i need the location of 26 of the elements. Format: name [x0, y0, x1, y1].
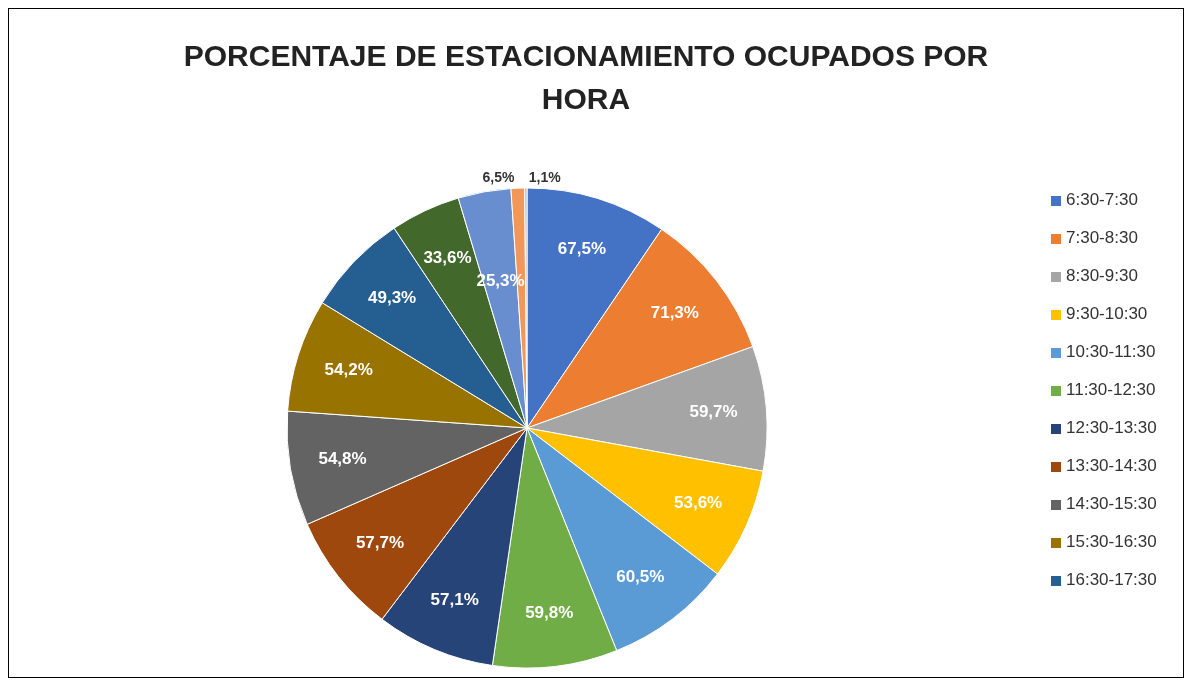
legend-label: 13:30-14:30 [1066, 456, 1157, 476]
legend-label: 9:30-10:30 [1066, 304, 1148, 324]
data-label: 1,1% [528, 168, 562, 185]
legend-label: 12:30-13:30 [1066, 418, 1157, 438]
data-label: 59,7% [689, 402, 738, 422]
data-label: 33,6% [423, 248, 472, 267]
legend-label: 6:30-7:30 [1066, 190, 1138, 210]
data-label: 57,1% [430, 590, 479, 610]
data-label: 54,8% [318, 449, 367, 469]
legend-label: 11:30-12:30 [1066, 380, 1156, 400]
data-label: 49,3% [368, 287, 417, 307]
legend-label: 15:30-16:30 [1066, 532, 1157, 552]
chart-title: PORCENTAJE DE ESTACIONAMIENTO OCUPADOS POR HORA [183, 39, 989, 115]
data-label: 54,2% [324, 360, 373, 380]
data-label: 57,7% [355, 533, 405, 553]
data-label: 6,5% [482, 168, 515, 185]
legend-label: 7:30-8:30 [1066, 228, 1138, 248]
legend-label: 8:30-9:30 [1066, 266, 1138, 286]
legend-label: 14:30-15:30 [1066, 494, 1157, 514]
data-label: 59,8% [525, 603, 574, 623]
data-label: 71,3% [650, 302, 699, 322]
data-label: 60,5% [616, 566, 665, 586]
legend-label: 16:30-17:30 [1066, 570, 1157, 590]
data-label: 67,5% [557, 238, 607, 258]
legend-label: 10:30-11:30 [1066, 342, 1156, 362]
data-label: 53,6% [674, 493, 723, 513]
